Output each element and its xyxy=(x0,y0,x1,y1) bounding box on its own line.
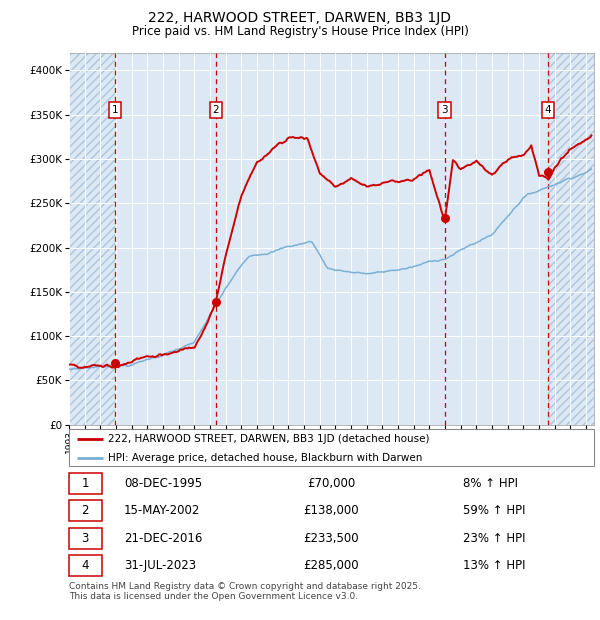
Bar xyxy=(69,53,115,425)
Text: 21-DEC-2016: 21-DEC-2016 xyxy=(124,532,203,545)
Text: 8% ↑ HPI: 8% ↑ HPI xyxy=(463,477,518,490)
Text: 3: 3 xyxy=(442,105,448,115)
Text: 4: 4 xyxy=(82,559,89,572)
Text: 23% ↑ HPI: 23% ↑ HPI xyxy=(463,532,525,545)
Text: 1: 1 xyxy=(112,105,118,115)
Text: 2: 2 xyxy=(212,105,219,115)
Text: 13% ↑ HPI: 13% ↑ HPI xyxy=(463,559,525,572)
FancyBboxPatch shape xyxy=(69,429,594,466)
Text: Price paid vs. HM Land Registry's House Price Index (HPI): Price paid vs. HM Land Registry's House … xyxy=(131,25,469,38)
Text: 31-JUL-2023: 31-JUL-2023 xyxy=(124,559,196,572)
Text: 1: 1 xyxy=(82,477,89,490)
Text: £138,000: £138,000 xyxy=(304,504,359,517)
Text: £285,000: £285,000 xyxy=(304,559,359,572)
Bar xyxy=(548,53,594,425)
Text: Contains HM Land Registry data © Crown copyright and database right 2025.
This d: Contains HM Land Registry data © Crown c… xyxy=(69,582,421,601)
Text: £233,500: £233,500 xyxy=(304,532,359,545)
Text: 4: 4 xyxy=(545,105,551,115)
Text: 222, HARWOOD STREET, DARWEN, BB3 1JD: 222, HARWOOD STREET, DARWEN, BB3 1JD xyxy=(149,11,452,25)
FancyBboxPatch shape xyxy=(69,556,101,577)
Text: 59% ↑ HPI: 59% ↑ HPI xyxy=(463,504,525,517)
Text: HPI: Average price, detached house, Blackburn with Darwen: HPI: Average price, detached house, Blac… xyxy=(109,453,423,463)
Text: 15-MAY-2002: 15-MAY-2002 xyxy=(124,504,200,517)
FancyBboxPatch shape xyxy=(69,500,101,521)
Text: 3: 3 xyxy=(82,532,89,545)
FancyBboxPatch shape xyxy=(69,528,101,549)
Text: £70,000: £70,000 xyxy=(307,477,356,490)
Text: 08-DEC-1995: 08-DEC-1995 xyxy=(124,477,202,490)
Text: 222, HARWOOD STREET, DARWEN, BB3 1JD (detached house): 222, HARWOOD STREET, DARWEN, BB3 1JD (de… xyxy=(109,434,430,444)
Text: 2: 2 xyxy=(82,504,89,517)
FancyBboxPatch shape xyxy=(69,472,101,494)
